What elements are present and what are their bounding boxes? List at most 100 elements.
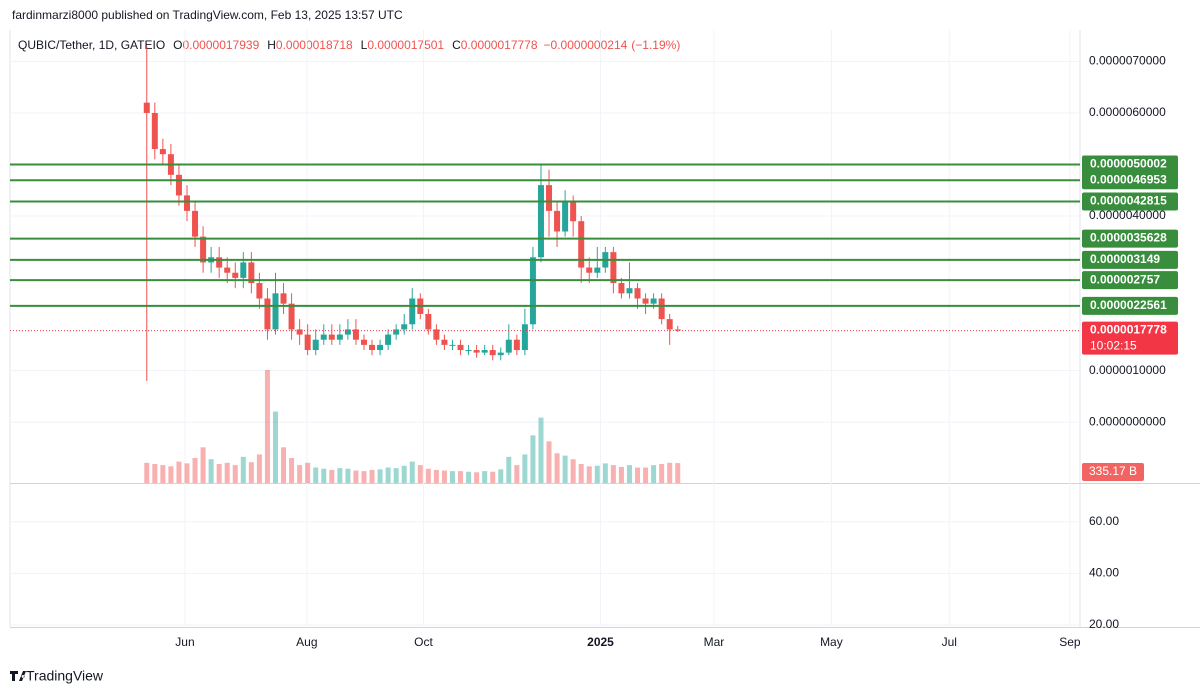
legend: QUBIC/Tether, 1D, GATEIO O0.0000017939 H0.… (18, 38, 680, 52)
volume-bar (586, 466, 592, 483)
countdown: 10:02:15 (1090, 339, 1137, 353)
level-label-box (1082, 155, 1178, 174)
symbol: QUBIC/Tether, 1D, GATEIO (18, 38, 165, 52)
brand-logo (10, 671, 26, 681)
x-tick-label: May (820, 635, 843, 649)
candle-body (369, 344, 376, 351)
candle-body (497, 352, 504, 356)
candle-body (143, 102, 150, 113)
candle-body (336, 334, 343, 340)
volume-bar (313, 467, 319, 483)
volume-bar (514, 465, 520, 483)
candle-body (151, 112, 158, 150)
volume-bar (635, 467, 641, 483)
candle-body (658, 298, 665, 320)
change-pct: (−1.19%) (631, 38, 680, 52)
candle-body (465, 350, 472, 352)
volume-bar (305, 462, 311, 483)
candle-body (513, 339, 520, 351)
volume-bar (474, 472, 480, 483)
level-label: 0.000003149 (1090, 252, 1160, 266)
legend-value: 0.0000018718 (276, 38, 353, 52)
y-tick-label: 20.00 (1089, 617, 1119, 631)
x-tick-label: Mar (704, 635, 725, 649)
candle-body (296, 329, 303, 335)
level-label-box (1082, 271, 1178, 290)
candle-body (352, 329, 359, 340)
volume-bar (610, 465, 616, 483)
volume-bar (401, 465, 407, 483)
legend-value: 0.0000017939 (183, 38, 260, 52)
candle-body (248, 262, 255, 284)
candle-body (264, 298, 271, 330)
volume-bar (184, 463, 190, 483)
last-price-label: 0.0000017778 (1090, 323, 1167, 337)
volume-bar (578, 463, 584, 483)
candle-body (505, 339, 512, 353)
candle-body (183, 195, 190, 211)
volume-bar (466, 471, 472, 483)
candle-body (546, 185, 553, 211)
volume-bar (667, 462, 673, 483)
candle-body (594, 267, 601, 273)
candle-body (618, 283, 625, 294)
candle-body (409, 298, 416, 325)
volume-bar (618, 466, 624, 483)
legend-value: 0.0000017501 (367, 38, 444, 52)
volume-bar (272, 411, 278, 483)
volume-bar (208, 459, 214, 483)
x-tick-label: Jul (942, 635, 957, 649)
candle-body (320, 334, 327, 340)
level-label-box (1082, 171, 1178, 190)
volume-bar (297, 465, 303, 483)
volume-bar (490, 471, 496, 483)
y-tick-label: 40.00 (1089, 566, 1119, 580)
candle-body (425, 313, 432, 330)
level-label-box (1082, 250, 1178, 269)
volume-bar (554, 453, 560, 483)
volume-bar (200, 447, 206, 483)
volume-bar (361, 471, 367, 483)
volume-bar (458, 471, 464, 483)
volume-bar (345, 468, 351, 483)
legend-key: L (361, 38, 368, 52)
x-tick-label: Aug (296, 635, 317, 649)
last-price-box (1082, 321, 1178, 355)
x-tick-label: Oct (414, 635, 433, 649)
level-label: 0.0000046953 (1090, 172, 1167, 186)
candle-body (159, 149, 166, 155)
candle-body (521, 324, 528, 351)
volume-bar (522, 454, 528, 483)
volume-bar (675, 463, 681, 483)
candle-body (537, 185, 544, 258)
candle-body (562, 200, 569, 232)
volume-bar (256, 454, 262, 483)
volume-bar (409, 461, 415, 483)
volume-bar (538, 417, 544, 483)
candle-body (586, 267, 593, 273)
candle-body (288, 303, 295, 330)
candle-body (674, 329, 681, 331)
candle-body (224, 267, 231, 273)
level-label: 0.000002757 (1090, 272, 1160, 286)
volume-bar (530, 435, 536, 483)
level-label: 0.0000035628 (1090, 231, 1167, 245)
change: −0.0000000214 (544, 38, 628, 52)
volume-bar (353, 470, 359, 483)
candle-body (626, 288, 633, 294)
volume-bar (144, 462, 150, 483)
volume-bar (425, 468, 431, 483)
candle-body (570, 200, 577, 222)
volume-bar (248, 462, 254, 483)
candle-body (529, 257, 536, 325)
volume-bar (433, 469, 439, 483)
volume-bar (441, 470, 447, 483)
candle-body (449, 344, 456, 346)
y-tick-label: 0.0000060000 (1089, 105, 1166, 119)
level-label-box (1082, 229, 1178, 248)
volume-bar (192, 458, 198, 483)
volume-bar (393, 468, 399, 483)
candle-body (401, 324, 408, 330)
volume-label-box (1082, 463, 1144, 481)
